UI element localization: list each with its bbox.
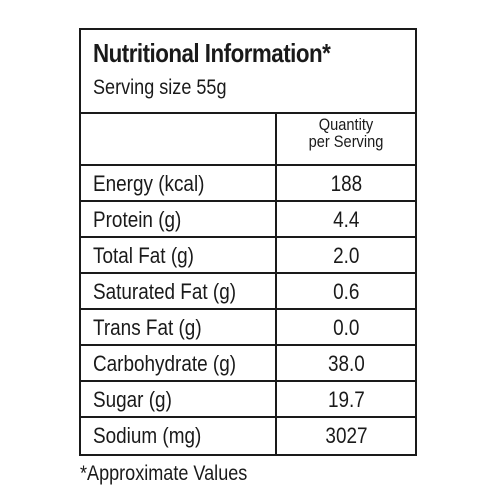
label-header: Nutritional Information* Serving size 55… — [81, 30, 415, 114]
table-header-row: Quantity per Serving — [81, 112, 415, 166]
nutrient-name: Trans Fat (g) — [93, 315, 202, 340]
nutrient-name: Sugar (g) — [93, 387, 172, 412]
nutrient-value: 188 — [330, 171, 362, 196]
nutrient-value: 3027 — [324, 423, 368, 448]
nutrient-value: 38.0 — [327, 351, 365, 376]
quantity-header-line1: Quantity — [318, 115, 374, 134]
nutrient-name: Protein (g) — [93, 207, 182, 232]
nutrient-name: Carbohydrate (g) — [93, 351, 237, 376]
nutrient-value: 2.0 — [332, 243, 360, 268]
footnote: *Approximate Values — [80, 462, 248, 485]
nutrient-table: Quantity per Serving Energy (kcal) 188 P… — [81, 112, 415, 454]
table-row: Protein (g) 4.4 — [81, 202, 415, 238]
nutrient-value: 4.4 — [332, 207, 360, 232]
quantity-column-header: Quantity per Serving — [277, 116, 415, 150]
nutrition-label: Nutritional Information* Serving size 55… — [79, 28, 417, 456]
table-row: Carbohydrate (g) 38.0 — [81, 346, 415, 382]
quantity-header-line2: per Serving — [308, 132, 384, 151]
nutrient-name: Energy (kcal) — [93, 171, 205, 196]
table-row: Total Fat (g) 2.0 — [81, 238, 415, 274]
table-row: Trans Fat (g) 0.0 — [81, 310, 415, 346]
table-row: Sugar (g) 19.7 — [81, 382, 415, 418]
table-row: Energy (kcal) 188 — [81, 166, 415, 202]
nutrient-column-header — [81, 112, 277, 164]
nutrient-value: 19.7 — [327, 387, 365, 412]
table-row: Sodium (mg) 3027 — [81, 418, 415, 454]
nutrient-value: 0.0 — [332, 315, 360, 340]
nutrient-name: Total Fat (g) — [93, 243, 194, 268]
nutrient-name: Saturated Fat (g) — [93, 279, 237, 304]
label-title: Nutritional Information* — [93, 38, 331, 68]
nutrient-name: Sodium (mg) — [93, 423, 202, 448]
serving-size: Serving size 55g — [93, 76, 227, 99]
table-row: Saturated Fat (g) 0.6 — [81, 274, 415, 310]
nutrient-value: 0.6 — [332, 279, 360, 304]
